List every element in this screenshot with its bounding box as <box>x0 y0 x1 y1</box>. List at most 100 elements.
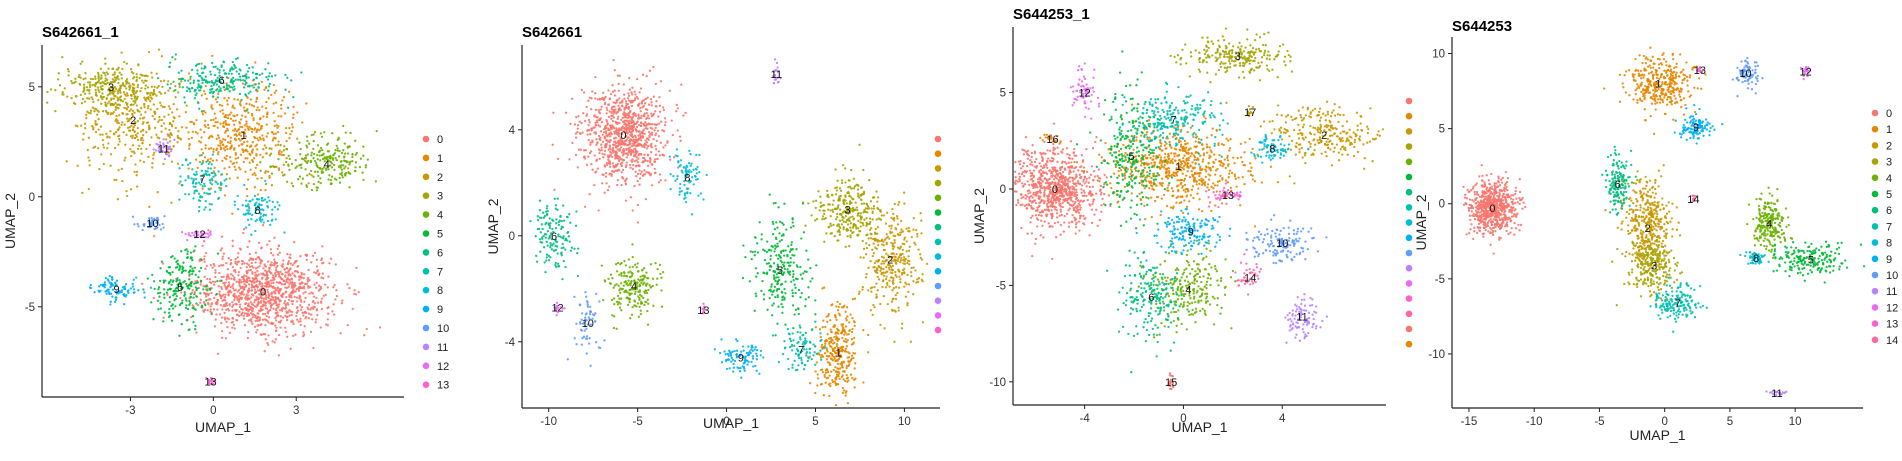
point <box>231 144 233 146</box>
point <box>893 217 895 219</box>
point <box>232 240 234 242</box>
point <box>313 295 315 297</box>
point <box>279 144 281 146</box>
point <box>829 382 831 384</box>
point <box>153 280 155 282</box>
point <box>241 311 243 313</box>
point <box>837 329 839 331</box>
point <box>166 83 168 85</box>
point <box>271 279 273 281</box>
point <box>626 120 628 122</box>
point <box>83 89 85 91</box>
point <box>226 100 228 102</box>
point <box>902 249 904 251</box>
point <box>265 338 267 340</box>
point <box>58 72 60 74</box>
point <box>637 180 639 182</box>
point <box>290 262 292 264</box>
point <box>626 177 628 179</box>
point <box>915 229 917 231</box>
point <box>270 261 272 263</box>
point <box>291 272 293 274</box>
point <box>302 314 304 316</box>
point <box>287 270 289 272</box>
point <box>623 98 625 100</box>
point <box>836 189 838 191</box>
point <box>269 224 271 226</box>
point <box>169 122 171 124</box>
point <box>895 310 897 312</box>
point <box>891 208 893 210</box>
legend-label: 0 <box>437 134 443 146</box>
point <box>820 356 822 358</box>
point <box>216 68 218 70</box>
point <box>876 218 878 220</box>
legend-key <box>423 325 430 332</box>
point <box>106 97 108 99</box>
point <box>578 148 580 150</box>
point <box>288 155 290 157</box>
point <box>283 231 285 233</box>
point <box>285 132 287 134</box>
point <box>260 273 262 275</box>
point <box>193 293 195 295</box>
point <box>215 80 217 82</box>
point <box>237 256 239 258</box>
point <box>643 169 645 171</box>
point <box>168 312 170 314</box>
point <box>172 81 174 83</box>
point <box>829 345 831 347</box>
point <box>903 191 905 193</box>
point <box>259 161 261 163</box>
point <box>181 323 183 325</box>
point <box>218 187 220 189</box>
point <box>66 160 68 162</box>
point <box>183 270 185 272</box>
point <box>120 124 122 126</box>
point <box>117 78 119 80</box>
point <box>338 155 340 157</box>
point <box>163 215 165 217</box>
point <box>46 91 48 93</box>
point <box>259 154 261 156</box>
point <box>649 158 651 160</box>
point <box>99 290 101 292</box>
point <box>114 120 116 122</box>
point <box>136 185 138 187</box>
point <box>161 261 163 263</box>
point <box>651 146 653 148</box>
point <box>270 248 272 250</box>
point <box>872 266 874 268</box>
point <box>142 129 144 131</box>
point <box>134 95 136 97</box>
point <box>251 262 253 264</box>
point <box>151 274 153 276</box>
point <box>895 263 897 265</box>
point <box>655 105 657 107</box>
point <box>879 270 881 272</box>
point <box>625 149 627 151</box>
point <box>285 331 287 333</box>
point <box>169 108 171 110</box>
point <box>254 174 256 176</box>
point <box>233 278 235 280</box>
point <box>273 84 275 86</box>
point <box>186 319 188 321</box>
point <box>315 321 317 323</box>
point <box>595 160 597 162</box>
point <box>890 242 892 244</box>
point <box>645 198 647 200</box>
point <box>286 267 288 269</box>
point <box>658 135 660 137</box>
point <box>843 334 845 336</box>
point <box>203 192 205 194</box>
point <box>257 106 259 108</box>
point <box>221 141 223 143</box>
point <box>267 311 269 313</box>
point <box>299 283 301 285</box>
point <box>88 97 90 99</box>
point <box>644 112 646 114</box>
point <box>310 170 312 172</box>
point <box>163 281 165 283</box>
point <box>131 98 133 100</box>
